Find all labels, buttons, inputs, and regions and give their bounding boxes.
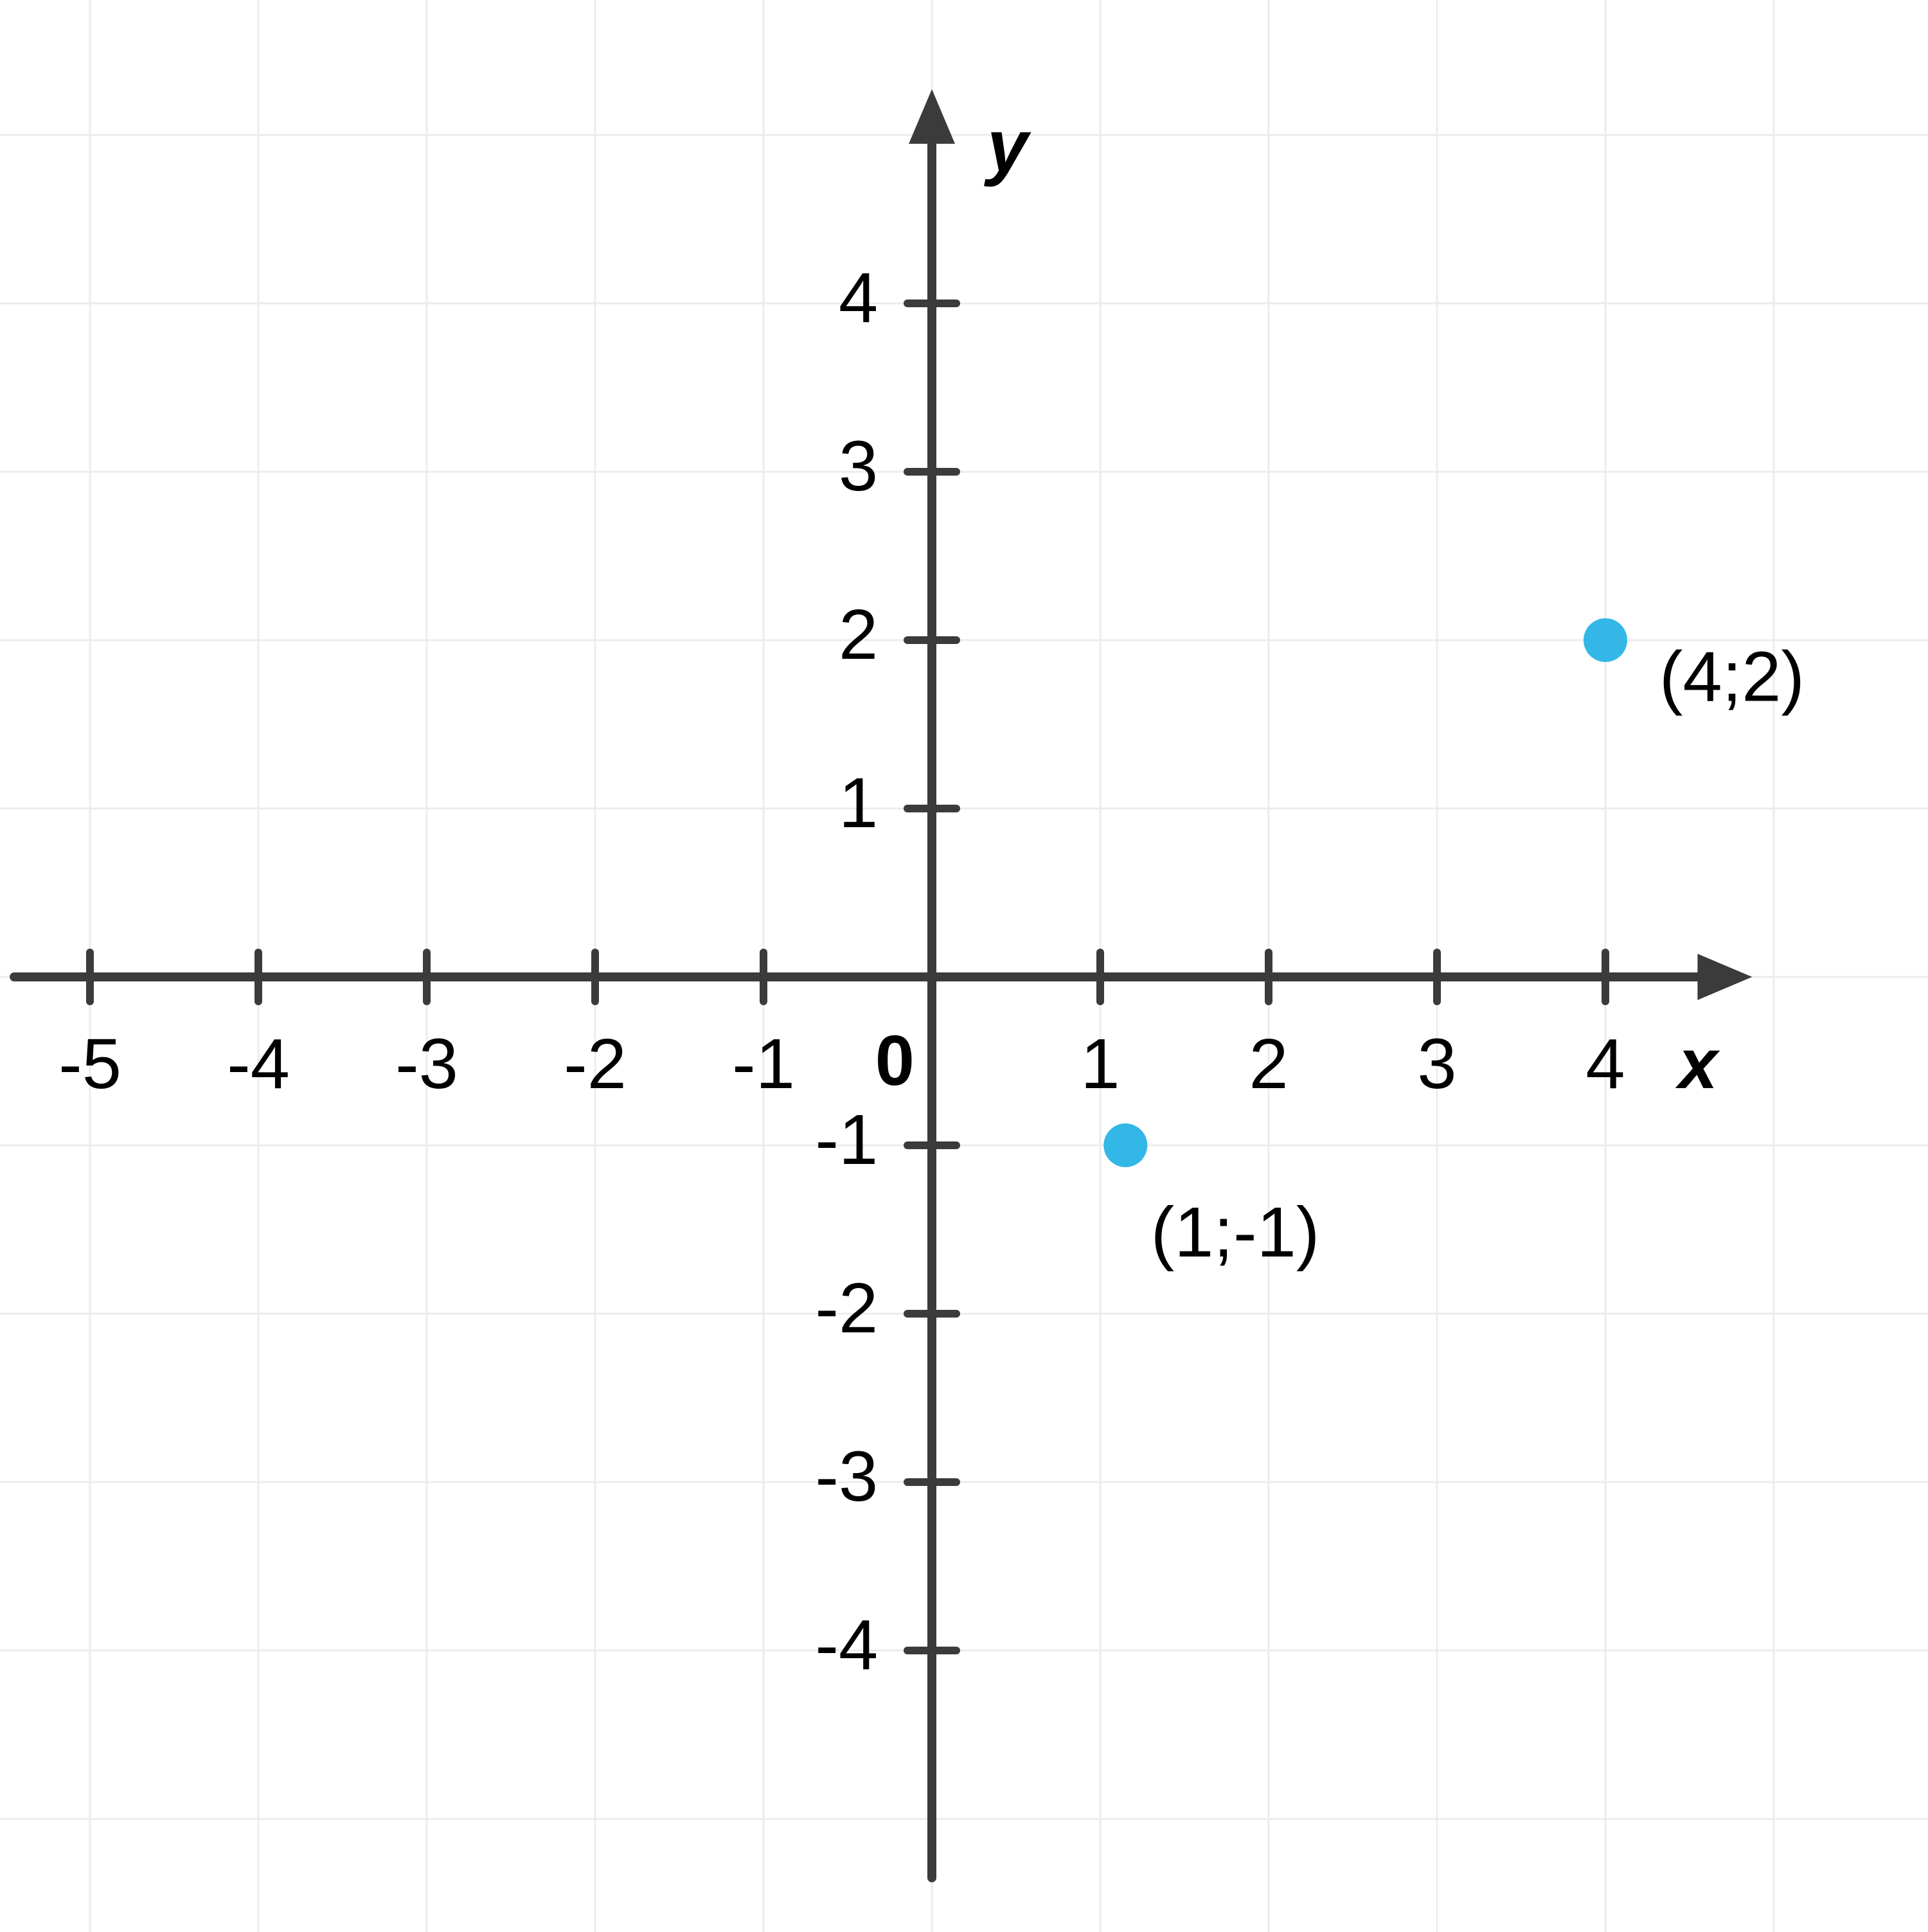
coordinate-plane-chart: -5 -4 -3 -2 -1 1 2 3 4 -4 -3 -2 -1 1 2 3 4 0 x y (4;2) (1;-1… <box>0 0 1928 1932</box>
x-tick-label: -4 <box>227 1024 290 1104</box>
y-axis-label: y <box>984 105 1031 188</box>
x-tick-label: -2 <box>564 1024 627 1104</box>
data-point-label: (4;2) <box>1659 638 1805 717</box>
x-tick-label: -3 <box>395 1024 458 1104</box>
x-tick-label: 2 <box>1249 1024 1288 1104</box>
y-tick-label: -1 <box>815 1100 878 1179</box>
x-tick-label: -1 <box>732 1024 795 1104</box>
tick-labels: -5 -4 -3 -2 -1 1 2 3 4 -4 -3 -2 -1 1 2 3 4 0 x y <box>58 105 1720 1685</box>
points: (4;2) (1;-1) <box>1103 618 1805 1272</box>
y-tick-label: -2 <box>815 1269 878 1348</box>
y-tick-label: -3 <box>815 1437 878 1516</box>
y-tick-label: 2 <box>839 595 878 674</box>
axes <box>14 89 1752 1878</box>
origin-label: 0 <box>875 1021 915 1100</box>
y-tick-label: 4 <box>839 258 878 337</box>
y-tick-label: 3 <box>839 427 878 506</box>
x-tick-label: 4 <box>1585 1024 1625 1104</box>
data-point <box>1584 618 1627 662</box>
x-axis-label: x <box>1675 1024 1720 1104</box>
x-tick-label: 3 <box>1417 1024 1456 1104</box>
y-tick-label: 1 <box>839 764 878 843</box>
x-tick-label: 1 <box>1080 1024 1120 1104</box>
data-point-label: (1;-1) <box>1151 1193 1320 1272</box>
grid <box>0 0 1928 1932</box>
y-tick-label: -4 <box>815 1606 878 1685</box>
x-tick-label: -5 <box>58 1024 121 1104</box>
data-point <box>1103 1123 1147 1167</box>
